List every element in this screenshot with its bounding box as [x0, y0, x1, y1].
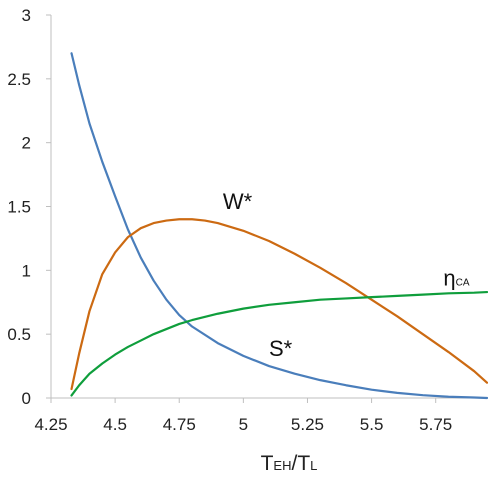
series-annotation-0: W*	[223, 189, 253, 214]
series-line-1	[70, 218, 488, 391]
x-axis-title-sub2: L	[310, 458, 317, 473]
series-line-2	[70, 290, 488, 397]
x-axis-title-sep: /T	[291, 452, 310, 475]
y-tick-label: 1.5	[7, 198, 31, 217]
series-layer	[70, 52, 488, 400]
x-tick-label: 5.25	[291, 415, 324, 434]
series-annotation-1: S*	[269, 336, 293, 361]
x-ticks: 4.25 4.5 4.75 5 5.25 5.5 5.75	[34, 398, 452, 434]
x-tick-label: 5.75	[419, 415, 452, 434]
y-ticks: 0 0.5 1 1.5 2 2.5 3	[7, 6, 51, 408]
series-annotation-2: ηCA	[443, 266, 469, 291]
y-tick-label: 3	[22, 6, 31, 25]
x-tick-label: 4.25	[34, 415, 67, 434]
x-tick-label: 5	[239, 415, 248, 434]
x-tick-label: 4.5	[103, 415, 127, 434]
y-tick-label: 0	[22, 389, 31, 408]
x-axis-title: TEH/TL	[261, 452, 318, 475]
y-tick-label: 2.5	[7, 70, 31, 89]
axes: 0 0.5 1 1.5 2 2.5 3 4.25 4.5 4.75 5 5.25 5.5 5.75	[7, 6, 487, 434]
x-tick-label: 4.75	[163, 415, 196, 434]
y-tick-label: 0.5	[7, 325, 31, 344]
x-axis-title-main: T	[261, 452, 274, 475]
x-axis-title-sub1: EH	[273, 458, 291, 473]
x-tick-label: 5.5	[360, 415, 384, 434]
series-line-0	[70, 52, 488, 400]
annotation-layer: W* S* ηCA	[223, 189, 470, 361]
y-tick-label: 2	[22, 134, 31, 153]
y-tick-label: 1	[22, 261, 31, 280]
